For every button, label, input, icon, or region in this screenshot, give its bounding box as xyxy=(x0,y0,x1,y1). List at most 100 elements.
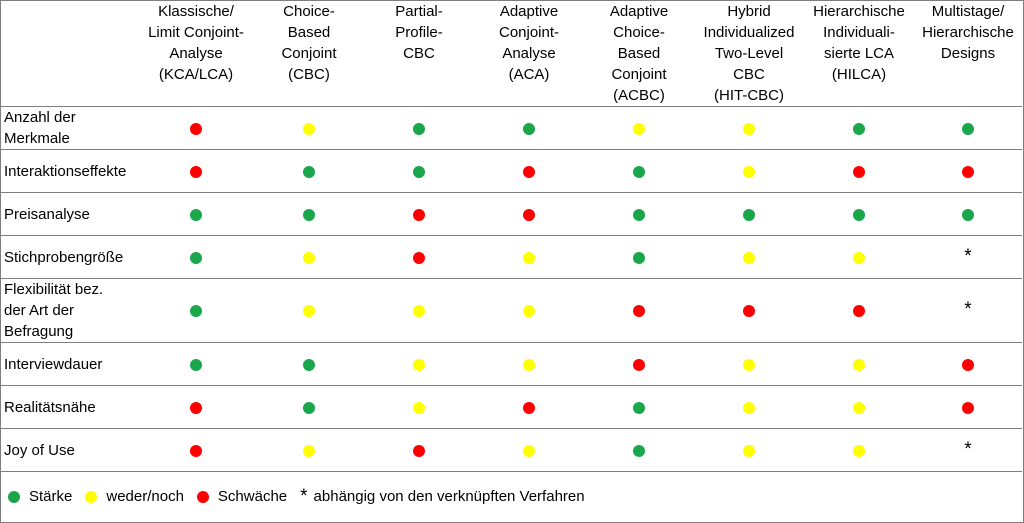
row-label: Realitätsnähe xyxy=(0,385,138,429)
rating-cell xyxy=(804,149,914,193)
row-label: Preisanalyse xyxy=(0,192,138,236)
green-dot-icon xyxy=(853,122,865,135)
rating-cell xyxy=(914,192,1022,236)
red-dot-icon xyxy=(962,358,974,371)
rating-cell xyxy=(694,385,804,429)
asterisk-icon: * xyxy=(964,299,972,320)
column-header: Hierarchische Individuali- sierte LCA (H… xyxy=(804,0,914,107)
green-dot-icon xyxy=(633,401,645,414)
yellow-dot-icon xyxy=(853,358,865,371)
green-dot-icon xyxy=(853,208,865,221)
asterisk-icon: * xyxy=(964,245,972,267)
green-dot-icon xyxy=(523,122,535,135)
rating-cell xyxy=(804,235,914,279)
yellow-dot-icon xyxy=(743,444,755,457)
yellow-dot-icon xyxy=(853,444,865,457)
asterisk-icon: * xyxy=(964,438,972,460)
column-header: Adaptive Conjoint- Analyse (ACA) xyxy=(474,0,584,107)
red-dot-icon xyxy=(190,165,202,178)
rating-cell xyxy=(474,235,584,279)
red-dot-icon xyxy=(523,165,535,178)
rating-cell xyxy=(694,278,804,343)
rating-cell xyxy=(584,235,694,279)
legend-dependent: * abhängig von den verknüpften Verfahren xyxy=(300,486,585,507)
legend-dependent-label: abhängig von den verknüpften Verfahren xyxy=(313,488,585,505)
yellow-dot-icon xyxy=(853,401,865,414)
rating-cell: * xyxy=(914,235,1022,279)
rating-cell xyxy=(804,278,914,343)
rating-cell xyxy=(914,106,1022,150)
row-label: Interaktionseffekte xyxy=(0,149,138,193)
table-row: Anzahl der Merkmale xyxy=(0,106,1022,150)
red-dot-icon xyxy=(743,305,755,318)
comparison-table: Klassische/ Limit Conjoint- Analyse (KCA… xyxy=(0,0,1022,472)
legend-weakness-label: Schwäche xyxy=(217,488,288,505)
rating-cell xyxy=(254,149,364,193)
rating-cell xyxy=(474,385,584,429)
yellow-dot-icon xyxy=(523,444,535,457)
table-row: Interviewdauer xyxy=(0,342,1022,386)
yellow-dot-icon xyxy=(523,358,535,371)
table-row: Joy of Use * xyxy=(0,428,1022,472)
yellow-dot-icon xyxy=(523,251,535,264)
legend-neutral-label: weder/noch xyxy=(106,488,184,505)
table-row: Interaktionseffekte xyxy=(0,149,1022,193)
red-dot-icon xyxy=(853,305,865,318)
rating-cell xyxy=(914,149,1022,193)
rating-cell xyxy=(914,385,1022,429)
rating-cell xyxy=(584,278,694,343)
rating-cell xyxy=(694,192,804,236)
column-header: Adaptive Choice- Based Conjoint (ACBC) xyxy=(584,0,694,107)
green-dot-icon xyxy=(633,208,645,221)
column-header: Partial- Profile- CBC xyxy=(364,0,474,107)
green-dot-icon xyxy=(303,165,315,178)
rating-cell xyxy=(474,428,584,472)
green-dot-icon xyxy=(303,358,315,371)
yellow-dot-icon xyxy=(633,122,645,135)
rating-cell xyxy=(804,428,914,472)
rating-cell xyxy=(138,106,254,150)
rating-cell xyxy=(364,235,474,279)
rating-cell: * xyxy=(914,278,1022,343)
rating-cell xyxy=(138,192,254,236)
table-row: Stichprobengröße * xyxy=(0,235,1022,279)
column-header: Multistage/ Hierarchische Designs xyxy=(914,0,1022,107)
rating-cell xyxy=(364,149,474,193)
rating-cell xyxy=(364,192,474,236)
asterisk-icon: * xyxy=(300,486,308,507)
rating-cell xyxy=(474,278,584,343)
table-row: Flexibilität bez. der Art der Befragung * xyxy=(0,278,1022,343)
legend: Stärke weder/noch Schwäche * abhängig vo… xyxy=(8,486,598,507)
red-dot-icon xyxy=(190,122,202,135)
rating-cell: * xyxy=(914,428,1022,472)
table-row: Realitätsnähe xyxy=(0,385,1022,429)
legend-strength: Stärke xyxy=(8,488,72,505)
yellow-dot-icon xyxy=(743,165,755,178)
green-dot-icon xyxy=(743,208,755,221)
rating-cell xyxy=(694,149,804,193)
column-header: Choice- Based Conjoint (CBC) xyxy=(254,0,364,107)
rating-cell xyxy=(138,149,254,193)
green-dot-icon xyxy=(962,122,974,135)
red-dot-icon xyxy=(413,444,425,457)
red-dot-icon xyxy=(190,401,202,414)
red-dot-icon xyxy=(962,165,974,178)
green-dot-icon xyxy=(633,251,645,264)
green-dot-icon xyxy=(633,444,645,457)
rating-cell xyxy=(138,342,254,386)
column-header: Klassische/ Limit Conjoint- Analyse (KCA… xyxy=(138,0,254,107)
red-dot-icon xyxy=(190,444,202,457)
legend-neutral: weder/noch xyxy=(85,488,184,505)
red-dot-icon xyxy=(962,401,974,414)
yellow-dot-icon xyxy=(303,251,315,264)
green-dot-icon xyxy=(633,165,645,178)
rating-cell xyxy=(694,106,804,150)
row-label: Interviewdauer xyxy=(0,342,138,386)
red-dot-icon xyxy=(853,165,865,178)
rating-cell xyxy=(804,192,914,236)
red-dot-icon xyxy=(523,208,535,221)
yellow-dot-icon xyxy=(743,401,755,414)
green-dot-icon xyxy=(303,208,315,221)
rating-cell xyxy=(474,192,584,236)
rating-cell xyxy=(364,106,474,150)
